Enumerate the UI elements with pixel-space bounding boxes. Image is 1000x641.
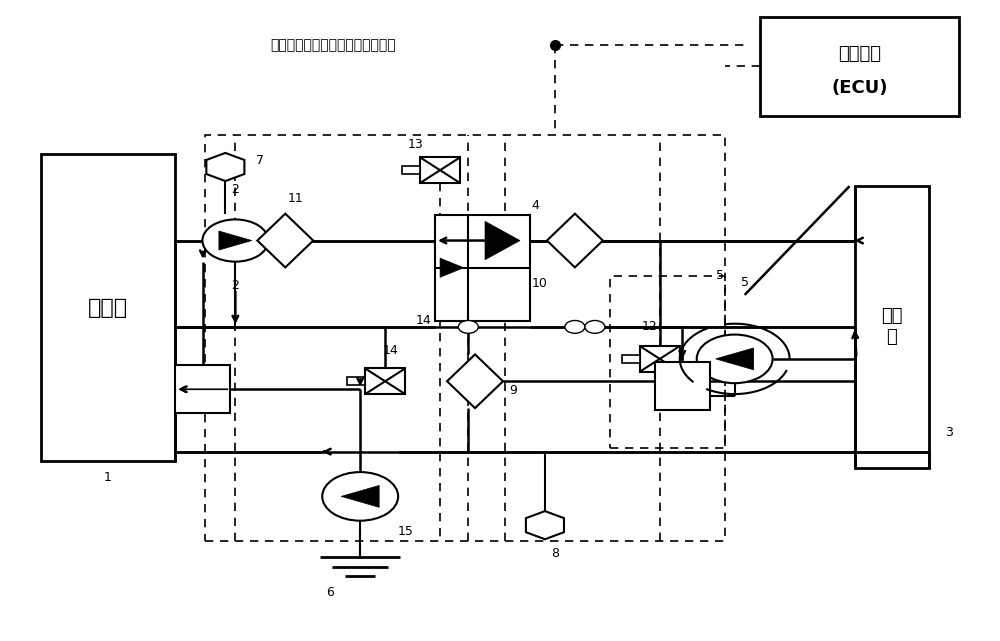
Bar	[655, 362, 710, 410]
Circle shape	[585, 320, 605, 333]
Text: 14: 14	[415, 314, 431, 327]
Bar	[855, 186, 929, 468]
Text: 11: 11	[287, 192, 303, 206]
Bar	[365, 369, 405, 394]
Circle shape	[322, 472, 398, 520]
Polygon shape	[716, 348, 754, 370]
Text: 7: 7	[256, 154, 264, 167]
Circle shape	[202, 219, 268, 262]
Polygon shape	[341, 485, 379, 507]
Text: 13: 13	[407, 138, 423, 151]
Bar	[640, 346, 680, 372]
Polygon shape	[257, 213, 313, 267]
Text: 变海拔环境条件参数、发动机工况: 变海拔环境条件参数、发动机工况	[270, 38, 396, 53]
Text: 5: 5	[716, 269, 724, 282]
Bar	[435, 215, 530, 320]
Text: 散热
器: 散热 器	[881, 308, 903, 346]
Bar	[420, 158, 460, 183]
Text: 14: 14	[382, 344, 398, 357]
Text: 8: 8	[551, 547, 559, 560]
Polygon shape	[485, 221, 520, 260]
Polygon shape	[447, 354, 503, 408]
Bar	[41, 154, 175, 462]
Text: 3: 3	[945, 426, 953, 439]
Text: 6: 6	[326, 586, 334, 599]
Polygon shape	[526, 511, 564, 539]
Text: 1: 1	[104, 470, 112, 484]
Bar	[175, 365, 230, 413]
Bar	[402, 167, 420, 174]
Bar	[760, 17, 959, 116]
Polygon shape	[206, 153, 244, 181]
Circle shape	[458, 320, 478, 333]
Polygon shape	[440, 258, 464, 278]
Circle shape	[697, 335, 773, 383]
Text: 9: 9	[509, 385, 517, 397]
Text: 15: 15	[397, 525, 413, 538]
Bar	[622, 355, 640, 363]
Text: 发动机: 发动机	[88, 297, 128, 318]
Polygon shape	[547, 213, 603, 267]
Text: 10: 10	[532, 277, 548, 290]
Text: 控制单元: 控制单元	[838, 46, 881, 63]
Text: (ECU): (ECU)	[831, 79, 888, 97]
Text: 5: 5	[741, 276, 749, 288]
Text: 12: 12	[642, 320, 658, 333]
Bar	[347, 378, 365, 385]
Text: 2: 2	[231, 279, 239, 292]
Circle shape	[565, 320, 585, 333]
Polygon shape	[219, 231, 252, 250]
Text: 4: 4	[531, 199, 539, 212]
Text: 2: 2	[231, 183, 239, 196]
